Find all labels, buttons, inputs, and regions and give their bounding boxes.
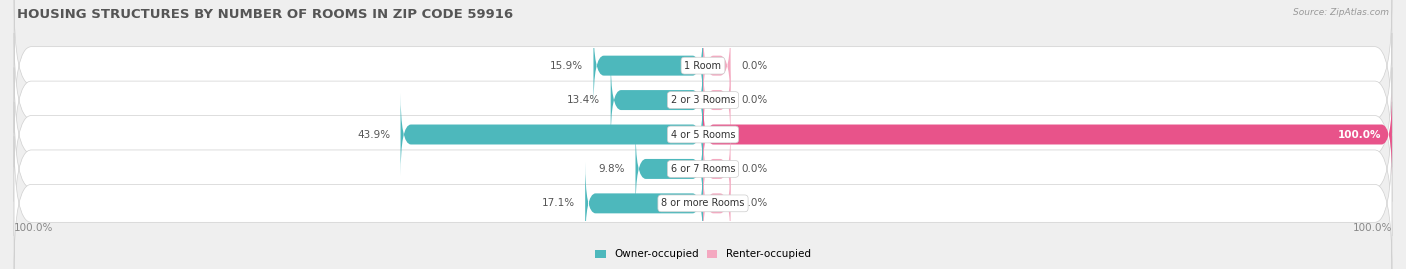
Text: 100.0%: 100.0%: [1353, 223, 1392, 233]
FancyBboxPatch shape: [703, 127, 731, 211]
Text: 0.0%: 0.0%: [741, 164, 768, 174]
Text: 1 Room: 1 Room: [685, 61, 721, 71]
FancyBboxPatch shape: [593, 24, 703, 107]
FancyBboxPatch shape: [401, 93, 703, 176]
Text: 0.0%: 0.0%: [741, 61, 768, 71]
FancyBboxPatch shape: [14, 136, 1392, 269]
Text: 100.0%: 100.0%: [1339, 129, 1382, 140]
FancyBboxPatch shape: [703, 162, 731, 245]
FancyBboxPatch shape: [14, 102, 1392, 236]
Text: 2 or 3 Rooms: 2 or 3 Rooms: [671, 95, 735, 105]
Text: 0.0%: 0.0%: [741, 198, 768, 208]
FancyBboxPatch shape: [14, 0, 1392, 133]
Text: 9.8%: 9.8%: [599, 164, 626, 174]
Text: 8 or more Rooms: 8 or more Rooms: [661, 198, 745, 208]
Text: 100.0%: 100.0%: [14, 223, 53, 233]
FancyBboxPatch shape: [703, 93, 1392, 176]
FancyBboxPatch shape: [14, 68, 1392, 201]
Text: 17.1%: 17.1%: [541, 198, 575, 208]
FancyBboxPatch shape: [703, 58, 731, 142]
Text: HOUSING STRUCTURES BY NUMBER OF ROOMS IN ZIP CODE 59916: HOUSING STRUCTURES BY NUMBER OF ROOMS IN…: [17, 8, 513, 21]
Legend: Owner-occupied, Renter-occupied: Owner-occupied, Renter-occupied: [591, 245, 815, 264]
FancyBboxPatch shape: [585, 162, 703, 245]
FancyBboxPatch shape: [610, 58, 703, 142]
Text: 6 or 7 Rooms: 6 or 7 Rooms: [671, 164, 735, 174]
Text: 0.0%: 0.0%: [741, 95, 768, 105]
FancyBboxPatch shape: [14, 33, 1392, 167]
Text: 43.9%: 43.9%: [357, 129, 391, 140]
Text: Source: ZipAtlas.com: Source: ZipAtlas.com: [1294, 8, 1389, 17]
FancyBboxPatch shape: [703, 24, 731, 107]
Text: 13.4%: 13.4%: [567, 95, 600, 105]
Text: 15.9%: 15.9%: [550, 61, 583, 71]
Text: 4 or 5 Rooms: 4 or 5 Rooms: [671, 129, 735, 140]
FancyBboxPatch shape: [636, 127, 703, 211]
